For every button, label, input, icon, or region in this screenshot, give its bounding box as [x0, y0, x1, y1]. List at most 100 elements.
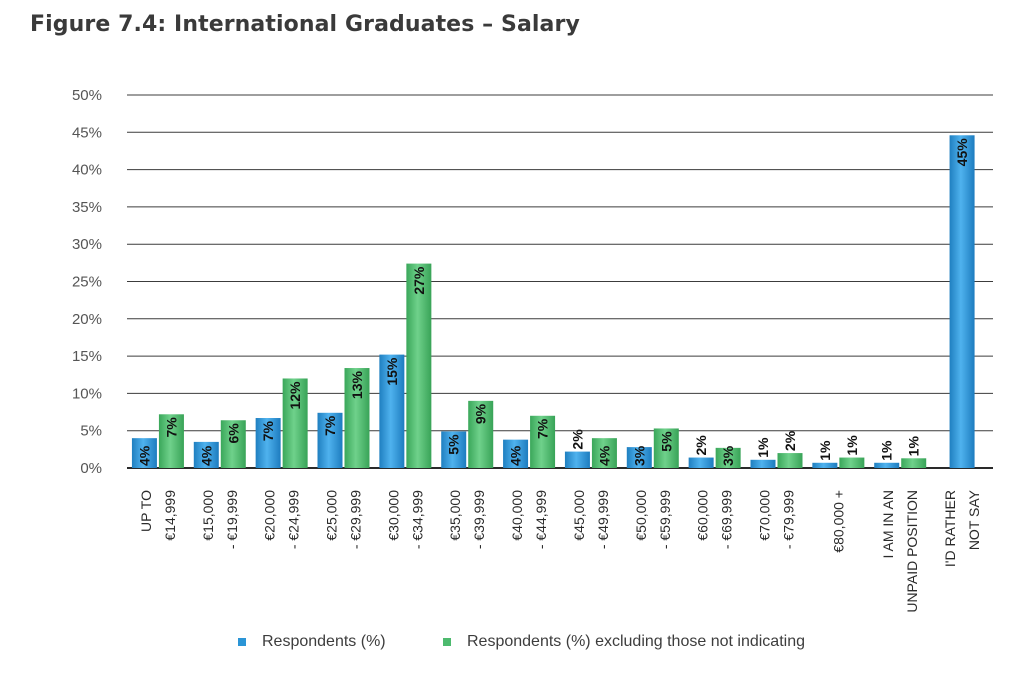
data-label: 6%	[225, 423, 241, 444]
bar-respondents	[688, 457, 714, 468]
data-label: 2%	[782, 430, 798, 451]
bar-excluding	[591, 438, 617, 468]
bar-respondents	[750, 459, 776, 468]
bar-respondents	[564, 451, 590, 468]
y-tick-label: 10%	[72, 385, 102, 402]
x-tick-label: €15,000	[200, 490, 216, 541]
x-tick-label: €40,000	[509, 490, 525, 541]
data-label: 7%	[322, 415, 338, 436]
x-tick-label: - €34,999	[409, 490, 425, 549]
legend-label-respondents: Respondents (%)	[262, 633, 386, 650]
bar-respondents	[949, 135, 975, 468]
x-tick-label: €30,000	[385, 490, 401, 541]
bar-excluding	[468, 400, 494, 468]
bar-excluding	[901, 458, 927, 468]
bar-respondents	[255, 418, 281, 468]
x-tick-label: - €59,999	[657, 490, 673, 549]
x-tick-label: - €19,999	[224, 490, 240, 549]
legend-swatch-blue	[238, 638, 246, 646]
data-label: 1%	[844, 435, 860, 456]
x-tick-label: - €49,999	[595, 490, 611, 549]
data-label: 3%	[631, 445, 647, 466]
y-tick-label: 5%	[80, 423, 102, 440]
bar-respondents	[874, 462, 900, 468]
bar-excluding	[777, 453, 803, 468]
bar-excluding	[406, 263, 432, 468]
data-label: 45%	[954, 138, 970, 167]
data-label: 1%	[817, 440, 833, 461]
data-label: 7%	[163, 417, 179, 438]
bar-respondents	[379, 354, 405, 468]
x-tick-label: €20,000	[262, 490, 278, 541]
y-tick-label: 0%	[80, 460, 102, 477]
x-tick-label: UP TO	[138, 490, 154, 532]
x-tick-label: NOT SAY	[966, 489, 982, 550]
legend-label-respondents-excluding: Respondents (%) excluding those not indi…	[467, 633, 805, 650]
bars	[131, 135, 975, 468]
x-tick-label: €35,000	[447, 490, 463, 541]
bar-excluding	[220, 420, 246, 468]
x-tick-label: I AM IN AN	[880, 490, 896, 558]
bar-respondents	[131, 438, 157, 468]
data-label: 13%	[349, 370, 365, 399]
x-tick-label: I'D RATHER	[942, 490, 958, 567]
bar-excluding	[282, 378, 308, 468]
x-tick-label: €45,000	[571, 490, 587, 541]
x-tick-label: €50,000	[633, 490, 649, 541]
bar-respondents	[503, 439, 529, 468]
x-tick-label: - €44,999	[533, 490, 549, 549]
x-tick-label: €60,000	[695, 490, 711, 541]
bar-excluding	[344, 368, 370, 468]
data-label: 9%	[473, 403, 489, 424]
x-axis: UP TO €14,999 €15,000 - €19,999 €20,000 - €24…	[138, 489, 982, 612]
bar-excluding	[158, 414, 184, 468]
data-label: 5%	[658, 431, 674, 452]
data-label: 7%	[260, 420, 276, 441]
data-label: 3%	[720, 445, 736, 466]
bar-respondents	[193, 441, 219, 468]
chart-title: Figure 7.4: International Graduates – Sa…	[30, 12, 580, 37]
x-tick-label: €14,999	[162, 490, 178, 541]
y-tick-label: 15%	[72, 348, 102, 365]
y-tick-label: 30%	[72, 236, 102, 253]
data-label: 1%	[906, 436, 922, 457]
x-tick-label: - €24,999	[286, 490, 302, 549]
bar-excluding	[839, 457, 865, 468]
data-labels: 4% 7% 4% 6% 7% 12% 7% 13% 15% 27% 5% 9% 4% 7% 2% 4% 3% 5%…	[136, 138, 970, 466]
y-tick-label: 20%	[72, 311, 102, 328]
bar-excluding	[715, 447, 741, 468]
x-tick-label: - €29,999	[348, 490, 364, 549]
y-tick-label: 40%	[72, 162, 102, 179]
bar-respondents	[441, 431, 467, 468]
x-tick-label: €25,000	[324, 490, 340, 541]
data-label: 7%	[535, 418, 551, 439]
x-tick-label: - €69,999	[719, 490, 735, 549]
y-axis: 0% 5% 10% 15% 20% 25% 30% 35% 40% 45% 50%	[72, 87, 102, 477]
legend-item-respondents-excluding: Respondents (%) excluding those not indi…	[443, 633, 805, 651]
bar-excluding	[653, 428, 679, 468]
data-label: 15%	[384, 357, 400, 386]
bar-respondents	[812, 462, 838, 468]
data-label: 4%	[508, 445, 524, 466]
bar-respondents	[626, 447, 652, 468]
legend: Respondents (%) Respondents (%) excludin…	[0, 633, 1024, 657]
x-tick-label: UNPAID POSITION	[904, 490, 920, 613]
x-tick-label: €80,000 +	[830, 490, 846, 553]
x-tick-label: - €79,999	[781, 490, 797, 549]
y-tick-label: 35%	[72, 199, 102, 216]
data-label: 27%	[411, 266, 427, 295]
y-tick-label: 25%	[72, 274, 102, 291]
gridlines	[127, 94, 993, 469]
data-label: 4%	[136, 445, 152, 466]
data-label: 4%	[596, 445, 612, 466]
data-label: 2%	[569, 429, 585, 450]
data-label: 2%	[693, 435, 709, 456]
y-tick-label: 45%	[72, 124, 102, 141]
legend-swatch-green	[443, 638, 451, 646]
bar-respondents	[317, 412, 343, 468]
y-tick-label: 50%	[72, 87, 102, 104]
data-label: 1%	[879, 440, 895, 461]
bar-excluding	[530, 415, 556, 468]
x-tick-label: €70,000	[757, 490, 773, 541]
